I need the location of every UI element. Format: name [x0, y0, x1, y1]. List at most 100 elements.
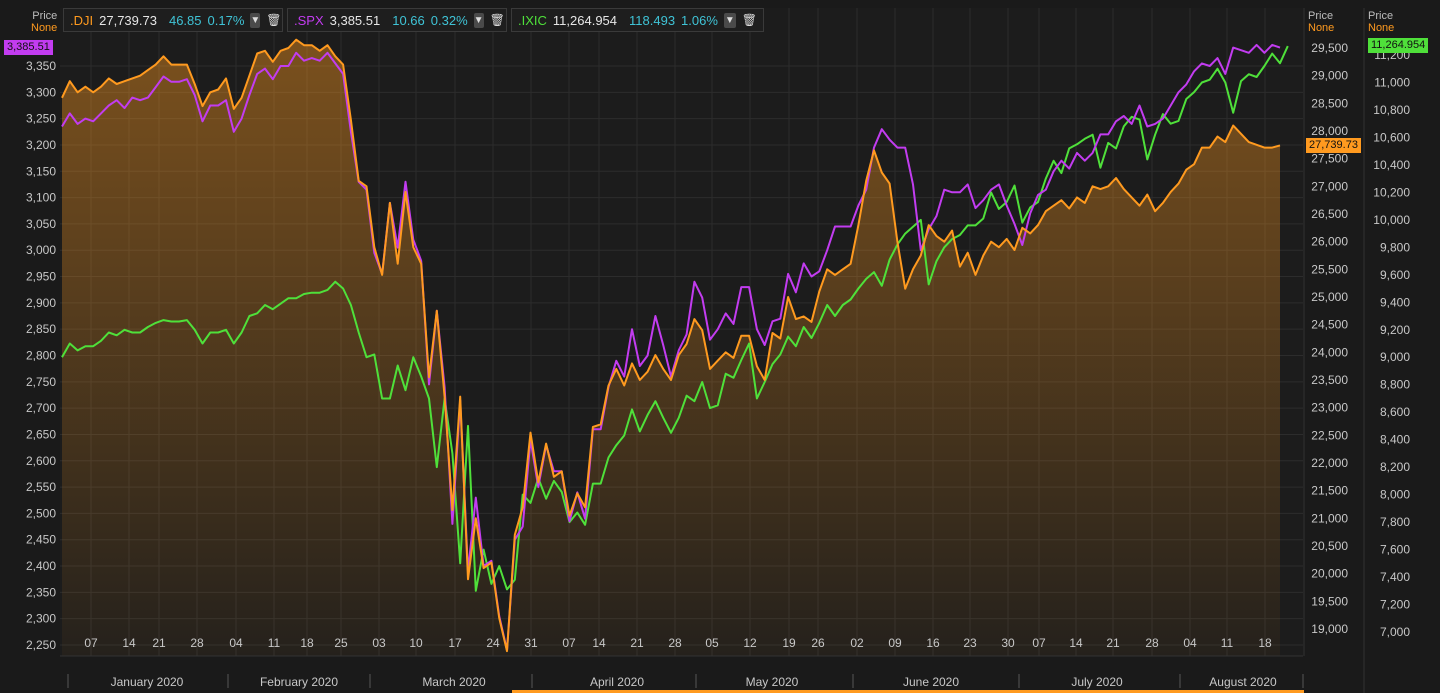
- legend-symbol: .DJI: [70, 12, 94, 28]
- mid-tick-label: 24,000: [1311, 345, 1348, 359]
- left-axis-header: Price None: [31, 10, 57, 34]
- mid-tick-label: 25,500: [1311, 262, 1348, 276]
- right-tick-label: 7,000: [1380, 625, 1410, 639]
- axis-header-none: None: [31, 22, 58, 34]
- mid-tick-label: 29,500: [1311, 41, 1348, 55]
- day-tick-label: 25: [334, 636, 348, 650]
- day-tick-label: 21: [1106, 636, 1120, 650]
- day-tick-label: 28: [1145, 636, 1159, 650]
- day-tick-label: 28: [668, 636, 682, 650]
- day-tick-label: 24: [486, 636, 500, 650]
- right-tick-label: 7,400: [1380, 570, 1410, 584]
- day-tick-label: 18: [300, 636, 314, 650]
- left-tick-label: 2,850: [26, 322, 56, 336]
- right-tick-label: 8,200: [1380, 460, 1410, 474]
- mid-tick-label: 27,000: [1311, 179, 1348, 193]
- left-tick-label: 2,250: [26, 638, 56, 652]
- day-tick-label: 31: [524, 636, 538, 650]
- mid-tick-label: 21,000: [1311, 511, 1348, 525]
- left-tick-label: 2,450: [26, 533, 56, 547]
- day-tick-label: 26: [811, 636, 825, 650]
- right-tick-label: 8,600: [1380, 405, 1410, 419]
- mid-tick-label: 29,000: [1311, 69, 1348, 83]
- day-tick-label: 04: [1183, 636, 1197, 650]
- day-tick-label: 18: [1258, 636, 1272, 650]
- chevron-down-icon[interactable]: ▼: [473, 12, 484, 28]
- mid-tick-label: 22,500: [1311, 428, 1348, 442]
- left-tick-label: 2,350: [26, 585, 56, 599]
- day-tick-label: 11: [1221, 636, 1234, 650]
- right-tick-label: 10,400: [1373, 158, 1410, 172]
- legend-change: 46.85: [168, 12, 202, 28]
- month-label: March 2020: [422, 675, 486, 689]
- left-tick-label: 2,500: [26, 506, 56, 520]
- right-tick-label: 10,200: [1373, 185, 1410, 199]
- day-tick-label: 10: [409, 636, 423, 650]
- mid-tick-label: 20,000: [1311, 567, 1348, 581]
- right-tick-label: 9,200: [1380, 323, 1410, 337]
- chevron-down-icon[interactable]: ▼: [723, 12, 736, 28]
- day-tick-label: 03: [372, 636, 386, 650]
- month-label: January 2020: [111, 675, 184, 689]
- ixic-axis: 7,000 7,200 7,400 7,600 7,800 8,000 8,200 8,400…: [1363, 8, 1410, 693]
- series-line-dji: [61, 38, 1281, 653]
- legend-pct: 0.32%: [430, 12, 468, 28]
- day-tick-label: 04: [229, 636, 243, 650]
- right-tick-label: 8,400: [1380, 433, 1410, 447]
- day-tick-label: 05: [705, 636, 719, 650]
- trash-icon[interactable]: 🗑: [266, 13, 282, 27]
- right-axis-header: Price None: [1368, 10, 1394, 34]
- day-tick-label: 02: [850, 636, 864, 650]
- mid-tick-label: 28,500: [1311, 96, 1348, 110]
- legend-pct: 0.17%: [207, 12, 245, 28]
- trash-icon[interactable]: 🗑: [741, 13, 757, 27]
- day-tick-label: 19: [782, 636, 796, 650]
- mid-tick-label: 21,500: [1311, 484, 1348, 498]
- day-tick-label: 12: [743, 636, 757, 650]
- legend-value: 27,739.73: [99, 12, 157, 28]
- right-tick-label: 10,800: [1373, 103, 1410, 117]
- left-tick-label: 3,250: [26, 112, 56, 126]
- time-axis: 07 14 21 28 04 11 18 25 03 10 17 24 31 07 14 21 28 05 12 19…: [60, 636, 1304, 693]
- mid-tick-label: 23,000: [1311, 401, 1348, 415]
- mid-tick-label: 23,500: [1311, 373, 1348, 387]
- month-label: May 2020: [746, 675, 799, 689]
- mid-tick-label: 26,500: [1311, 207, 1348, 221]
- legend-dji: .DJI 27,739.73 46.85 0.17% ▼ 🗑: [63, 8, 283, 32]
- series-line-ixic: [61, 45, 1289, 592]
- day-tick-label: 07: [562, 636, 576, 650]
- left-tick-label: 2,700: [26, 401, 56, 415]
- left-tick-label: 3,050: [26, 217, 56, 231]
- day-tick-label: 28: [190, 636, 204, 650]
- series-lines: [61, 38, 1289, 653]
- day-tick-label: 07: [1032, 636, 1046, 650]
- axis-header-price: Price: [1368, 10, 1394, 22]
- month-label: February 2020: [260, 675, 338, 689]
- dji-last-price-tag: 27,739.73: [1306, 138, 1361, 153]
- right-tick-label: 10,000: [1373, 213, 1410, 227]
- range-selector-bar: [512, 690, 1304, 693]
- left-tick-label: 2,900: [26, 296, 56, 310]
- legend-change: 118.493: [629, 12, 676, 28]
- mid-tick-label: 27,500: [1311, 152, 1348, 166]
- axis-header-price: Price: [1308, 10, 1334, 22]
- mid-tick-label: 26,000: [1311, 235, 1348, 249]
- day-tick-label: 30: [1001, 636, 1015, 650]
- mid-tick-label: 25,000: [1311, 290, 1348, 304]
- day-tick-label: 09: [888, 636, 902, 650]
- left-tick-label: 2,750: [26, 375, 56, 389]
- left-tick-label: 2,400: [26, 559, 56, 573]
- month-label: July 2020: [1071, 675, 1123, 689]
- mid-tick-label: 28,000: [1311, 124, 1348, 138]
- axis-header-none: None: [1308, 22, 1335, 34]
- day-tick-label: 07: [84, 636, 98, 650]
- trash-icon[interactable]: 🗑: [489, 13, 505, 27]
- left-tick-label: 2,950: [26, 270, 56, 284]
- legend-symbol: .IXIC: [518, 12, 547, 28]
- axis-header-price: Price: [32, 10, 58, 22]
- chevron-down-icon[interactable]: ▼: [250, 12, 261, 28]
- legend-symbol: .SPX: [294, 12, 324, 28]
- day-tick-label: 23: [963, 636, 977, 650]
- right-tick-label: 8,000: [1380, 488, 1410, 502]
